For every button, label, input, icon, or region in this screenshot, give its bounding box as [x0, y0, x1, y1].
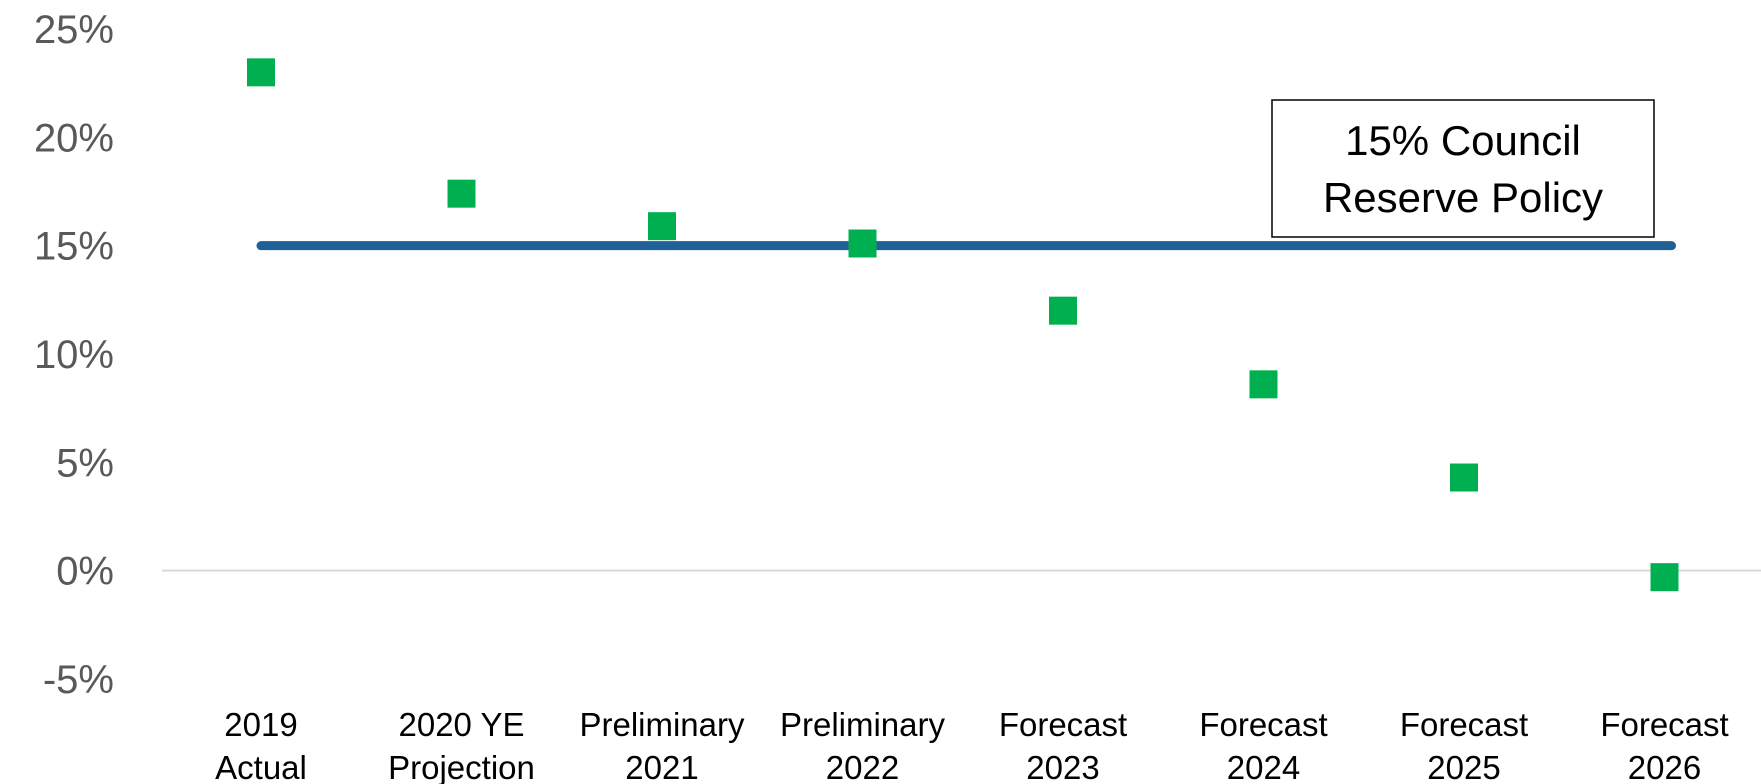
data-points [247, 58, 1679, 592]
x-tick-label: Forecast [1600, 706, 1728, 743]
x-tick-label: Forecast [999, 706, 1127, 743]
data-point-0-6 [1450, 463, 1478, 492]
data-point-0-7 [1650, 563, 1679, 592]
x-tick-label: 2020 YE [398, 706, 524, 743]
x-tick-label: 2025 [1427, 749, 1500, 784]
data-point-0-3 [848, 229, 877, 258]
policy-annotation: 15% Council Reserve Policy [1271, 99, 1655, 238]
y-tick-label: 15% [34, 225, 114, 269]
x-tick-label: Projection [388, 749, 535, 784]
x-tick-label: 2019 [224, 706, 297, 743]
x-tick-label: 2022 [826, 749, 899, 784]
y-tick-label: -5% [43, 658, 114, 702]
y-tick-label: 0% [56, 550, 114, 594]
y-axis-ticks: 25% 20% 15% 10% 5% 0% -5% [34, 8, 114, 702]
data-point-0-5 [1249, 370, 1278, 399]
data-point-0-1 [447, 179, 476, 208]
x-tick-label: 2024 [1227, 749, 1300, 784]
x-tick-label: 2023 [1026, 749, 1099, 784]
data-point-0-2 [648, 212, 676, 241]
y-tick-label: 10% [34, 333, 114, 377]
x-axis-labels: 2019 Actual 2020 YE Projection Preliminary 20… [215, 706, 1729, 784]
x-tick-label: Preliminary [579, 706, 745, 743]
y-tick-label: 20% [34, 116, 114, 160]
data-point-0-4 [1049, 296, 1077, 325]
x-tick-label: Actual [215, 749, 307, 784]
x-tick-label: Preliminary [780, 706, 946, 743]
data-point-0-0 [247, 58, 275, 87]
annotation-box [1271, 99, 1655, 238]
x-tick-label: 2021 [625, 749, 698, 784]
x-tick-label: Forecast [1400, 706, 1528, 743]
x-tick-label: 2026 [1628, 749, 1701, 784]
annotation-line-1: 15% Council [1345, 117, 1581, 164]
y-tick-label: 5% [56, 441, 114, 485]
annotation-line-2: Reserve Policy [1323, 174, 1603, 221]
x-tick-label: Forecast [1199, 706, 1327, 743]
y-tick-label: 25% [34, 8, 114, 52]
